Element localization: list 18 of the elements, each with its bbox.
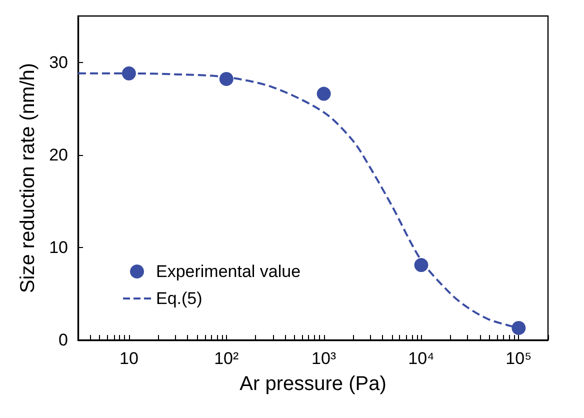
x-tick-label: 10 — [119, 349, 138, 368]
point — [512, 320, 526, 335]
y-tick-label: 20 — [49, 145, 68, 164]
x-axis-title: Ar pressure (Pa) — [240, 373, 386, 395]
point — [219, 72, 234, 86]
point — [414, 258, 428, 272]
y-tick-label: 0 — [58, 330, 68, 350]
x-tick-label: 10³ — [312, 349, 336, 368]
y-tick-label: 30 — [49, 52, 68, 72]
legend-label: Eq.(5) — [156, 289, 202, 308]
point — [316, 86, 331, 101]
point — [122, 66, 136, 80]
legend-label: Experimental value — [156, 262, 301, 281]
y-tick-label: 10 — [49, 238, 68, 257]
x-tick-label: 10⁴ — [408, 349, 434, 368]
x-tick-label: 10² — [214, 349, 239, 368]
x-tick-label: 10⁵ — [506, 349, 532, 368]
y-axis-title: Size reduction rate (nm/h) — [17, 62, 39, 294]
